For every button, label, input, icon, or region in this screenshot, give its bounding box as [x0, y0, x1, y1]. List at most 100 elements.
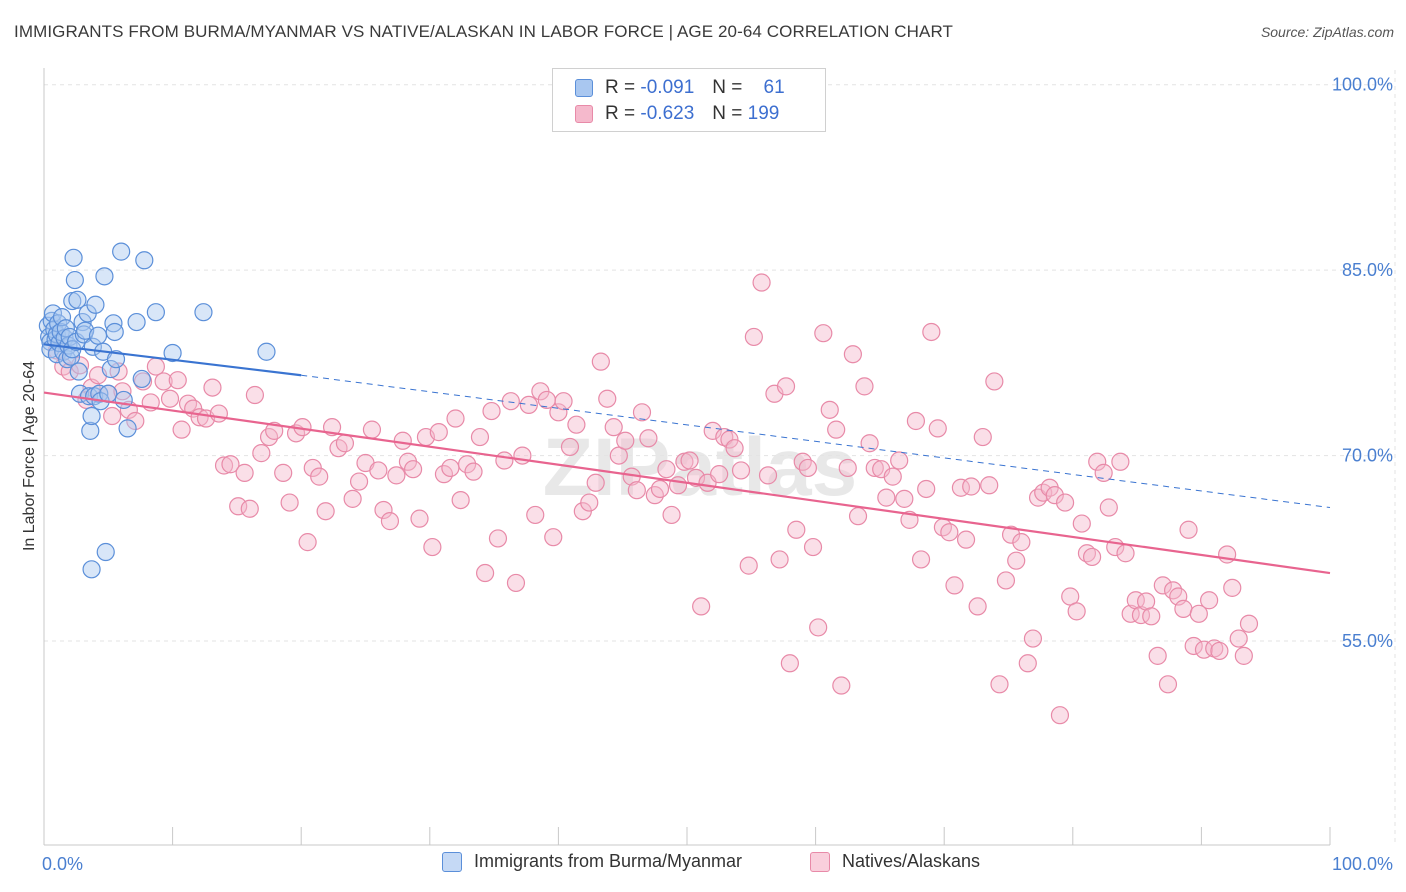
- point-natives: [632, 403, 652, 422]
- point-natives: [917, 479, 936, 499]
- point-natives: [1158, 675, 1178, 694]
- point-natives: [973, 427, 992, 447]
- legend-label: Natives/Alaskans: [842, 851, 981, 871]
- point-natives: [1184, 636, 1203, 656]
- x-tick-label: 100.0%: [1332, 854, 1393, 874]
- point-natives: [832, 676, 851, 695]
- point-natives: [1200, 591, 1219, 610]
- point-natives: [662, 505, 681, 525]
- point-natives: [692, 597, 711, 616]
- point-natives: [374, 500, 393, 520]
- r-label: R =: [605, 103, 636, 124]
- point-burma: [82, 560, 101, 579]
- point-natives: [720, 430, 739, 449]
- point-natives: [544, 528, 563, 547]
- point-natives: [731, 461, 751, 480]
- point-natives: [855, 377, 874, 396]
- point-natives: [922, 322, 941, 342]
- legend-swatch-blue: [442, 851, 462, 872]
- point-natives: [519, 395, 538, 415]
- point-natives: [1055, 493, 1075, 512]
- r-value: -0.091: [640, 77, 695, 98]
- point-natives: [770, 550, 789, 569]
- point-natives: [482, 401, 501, 421]
- point-natives: [758, 466, 778, 485]
- point-natives: [369, 461, 388, 480]
- point-natives: [940, 523, 959, 542]
- point-natives: [160, 389, 180, 408]
- point-natives: [554, 392, 573, 411]
- r-value: -0.623: [640, 103, 695, 124]
- point-natives: [1116, 544, 1135, 563]
- point-natives: [1153, 576, 1172, 595]
- point-natives: [911, 550, 931, 569]
- point-natives: [580, 493, 599, 512]
- y-tick-label: 70.0%: [1342, 446, 1393, 466]
- point-natives: [1050, 706, 1070, 725]
- point-natives: [780, 654, 799, 673]
- point-natives: [265, 421, 284, 440]
- y-tick-label: 55.0%: [1342, 631, 1393, 651]
- point-natives: [410, 509, 429, 528]
- point-natives: [1067, 602, 1086, 621]
- y-axis-label: In Labor Force | Age 20-64: [21, 361, 38, 551]
- point-natives: [639, 429, 658, 448]
- point-natives: [1111, 452, 1130, 471]
- point-natives: [680, 451, 699, 470]
- point-natives: [214, 456, 234, 475]
- point-natives: [154, 372, 173, 391]
- point-natives: [1082, 547, 1102, 567]
- point-natives: [495, 451, 514, 470]
- point-burma: [114, 390, 133, 410]
- n-label: N =: [712, 103, 743, 124]
- point-natives: [1023, 629, 1043, 648]
- point-burma: [146, 303, 165, 322]
- source-note: Source: ZipAtlas.com: [1260, 24, 1394, 40]
- point-natives: [686, 468, 706, 487]
- point-burma: [95, 267, 114, 286]
- point-natives: [798, 458, 817, 478]
- point-burma: [105, 322, 124, 342]
- n-value: 199: [747, 103, 780, 124]
- point-natives: [814, 324, 833, 343]
- point-natives: [526, 505, 545, 525]
- point-natives: [895, 489, 914, 508]
- point-burma: [86, 295, 105, 314]
- point-natives: [229, 497, 248, 516]
- chart-title: IMMIGRANTS FROM BURMA/MYANMAR VS NATIVE/…: [14, 22, 954, 41]
- point-burma: [96, 542, 115, 562]
- point-burma: [81, 421, 100, 440]
- point-natives: [1072, 514, 1091, 533]
- point-natives: [1142, 607, 1161, 626]
- point-burma: [163, 343, 182, 363]
- point-burma: [257, 342, 276, 361]
- point-natives: [990, 675, 1009, 694]
- point-natives: [598, 389, 617, 408]
- point-natives: [803, 537, 823, 557]
- point-natives: [725, 439, 744, 458]
- point-natives: [203, 378, 222, 397]
- point-natives: [1094, 463, 1113, 482]
- point-natives: [848, 507, 868, 526]
- point-natives: [650, 479, 670, 499]
- point-natives: [343, 489, 362, 508]
- trend-lines: [43, 343, 1331, 575]
- n-label: N =: [712, 77, 743, 98]
- point-natives: [776, 377, 796, 396]
- point-natives: [335, 434, 355, 453]
- point-natives: [877, 488, 896, 507]
- point-natives: [446, 409, 465, 428]
- point-burma: [65, 270, 84, 290]
- point-natives: [865, 458, 884, 478]
- point-burma: [82, 406, 101, 426]
- point-natives: [380, 512, 400, 531]
- point-burma: [112, 242, 131, 261]
- series-natives-alaskans: [47, 273, 1259, 725]
- point-burma: [69, 362, 88, 381]
- point-natives: [883, 467, 902, 486]
- point-natives: [809, 618, 828, 637]
- point-natives: [968, 597, 987, 616]
- point-natives: [1179, 520, 1198, 539]
- point-natives: [126, 411, 145, 431]
